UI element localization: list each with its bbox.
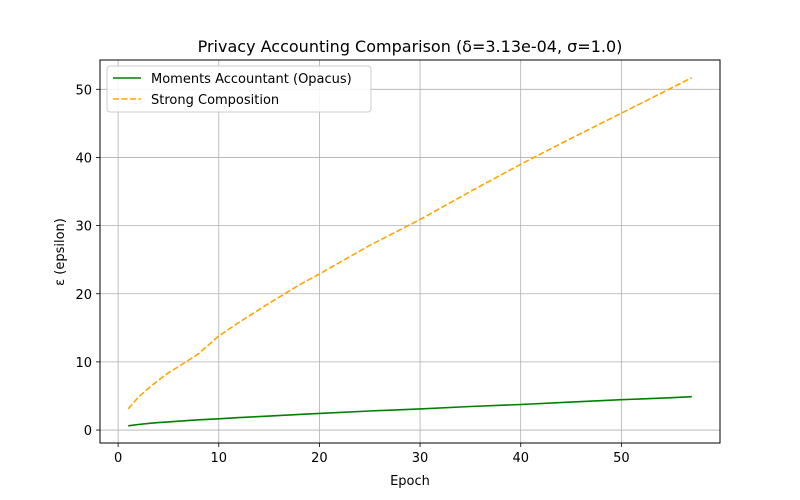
- x-tick-label: 40: [512, 451, 529, 466]
- chart-title: Privacy Accounting Comparison (δ=3.13e-0…: [198, 37, 623, 56]
- x-tick-label: 0: [114, 451, 122, 466]
- legend-label-strong-composition: Strong Composition: [151, 93, 279, 108]
- plot-frame: [99, 59, 721, 444]
- y-tick-label: 30: [75, 220, 92, 235]
- series-layer: [127, 76, 693, 427]
- legend: Moments Accountant (Opacus) Strong Compo…: [106, 65, 372, 113]
- x-tick-label: 10: [210, 451, 227, 466]
- y-tick-label: 20: [75, 288, 92, 303]
- x-tick-label: 30: [412, 451, 429, 466]
- series-line-strong-composition: [127, 76, 693, 410]
- y-tick-label: 40: [75, 151, 92, 166]
- y-tick-label: 0: [84, 424, 92, 439]
- grid: [100, 60, 720, 443]
- legend-box: [106, 65, 372, 113]
- y-tick-label: 10: [75, 356, 92, 371]
- y-tick-label: 50: [75, 83, 92, 98]
- x-tick-label: 20: [311, 451, 328, 466]
- y-axis: 0 10 20 30 40 50: [75, 83, 100, 439]
- legend-label-moments-accountant: Moments Accountant (Opacus): [151, 72, 352, 87]
- y-axis-label: ε (epsilon): [53, 218, 68, 286]
- x-tick-label: 50: [613, 451, 630, 466]
- x-axis: 0 10 20 30 40 50: [114, 443, 630, 466]
- x-axis-label: Epoch: [390, 474, 430, 489]
- series-line-moments-accountant: [128, 395, 692, 427]
